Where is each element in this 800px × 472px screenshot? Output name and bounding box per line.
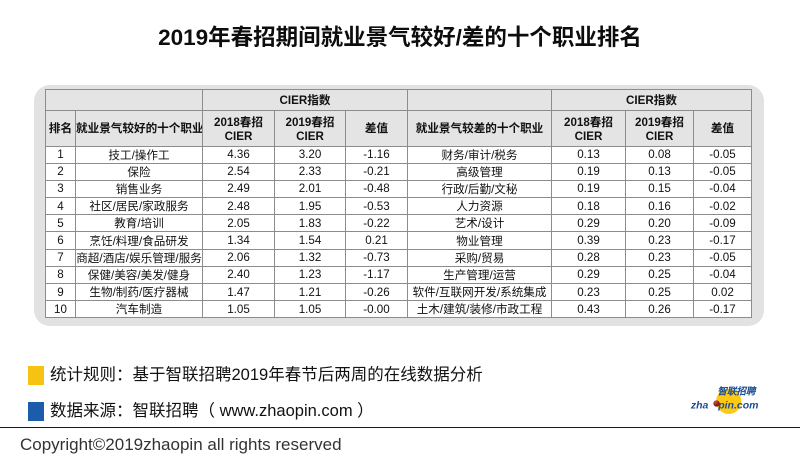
svg-text:pin.com: pin.com xyxy=(717,400,758,412)
svg-text:智联招聘: 智联招聘 xyxy=(717,386,756,398)
svg-text:zha: zha xyxy=(690,400,709,412)
